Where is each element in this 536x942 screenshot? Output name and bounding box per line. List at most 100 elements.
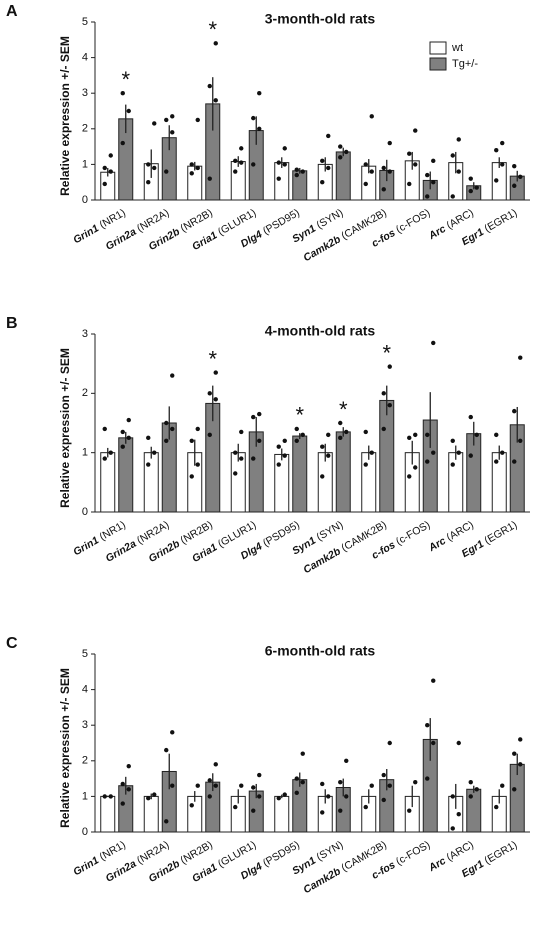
data-point [170, 114, 175, 119]
data-point [239, 146, 244, 151]
data-point [294, 790, 299, 796]
data-point [474, 787, 479, 792]
y-tick-label: 1 [82, 158, 88, 170]
y-tick-label: 5 [82, 16, 88, 28]
bar [361, 452, 377, 513]
data-point [146, 462, 151, 467]
data-point [195, 165, 200, 171]
data-point [407, 474, 412, 479]
data-point [431, 450, 436, 455]
y-tick-label: 0 [82, 826, 88, 838]
data-point [257, 411, 262, 417]
bar [335, 431, 351, 513]
data-point [468, 176, 473, 181]
data-point [500, 140, 505, 146]
data-point [387, 140, 392, 146]
data-point [170, 730, 175, 735]
data-point [425, 776, 430, 781]
data-point [239, 783, 244, 788]
data-point [102, 426, 107, 432]
data-point [468, 779, 473, 785]
data-point [126, 417, 131, 423]
data-point [468, 794, 473, 799]
protein-name: (NR1) [95, 519, 128, 545]
data-point [326, 794, 331, 799]
data-point [494, 432, 499, 438]
data-point [512, 163, 517, 169]
data-point [474, 185, 479, 190]
data-point [120, 444, 125, 449]
data-point [189, 171, 194, 176]
data-point [294, 167, 299, 172]
data-point [251, 414, 256, 420]
data-point [195, 783, 200, 788]
data-point [326, 453, 331, 458]
data-point [320, 180, 325, 185]
data-point [338, 435, 343, 441]
data-point [233, 169, 238, 174]
data-point [494, 147, 499, 153]
data-point [500, 450, 505, 455]
data-point [282, 162, 287, 167]
data-point [152, 450, 157, 455]
data-point [450, 794, 455, 799]
data-point [120, 91, 125, 96]
data-point [320, 781, 325, 787]
data-point [195, 117, 200, 123]
y-tick-label: 1 [82, 790, 88, 802]
data-point [126, 435, 131, 441]
data-point [494, 178, 499, 183]
data-point [387, 403, 392, 408]
data-point [257, 772, 262, 778]
data-point [425, 432, 430, 438]
data-point [338, 779, 343, 785]
data-point [282, 453, 287, 458]
data-point [413, 432, 418, 438]
data-point [494, 804, 499, 810]
data-point [300, 751, 305, 756]
data-point [282, 792, 287, 797]
data-point [369, 169, 374, 174]
data-point [233, 158, 238, 164]
data-point [108, 450, 113, 455]
data-point [381, 797, 386, 803]
data-point [369, 783, 374, 788]
data-point [369, 114, 374, 119]
data-point [195, 426, 200, 432]
data-point [294, 426, 299, 432]
panel-label: B [6, 315, 18, 332]
data-point [207, 794, 212, 799]
data-point [456, 137, 461, 142]
significance-marker: * [208, 17, 217, 42]
significance-marker: * [121, 67, 130, 92]
y-tick-label: 2 [82, 123, 88, 135]
data-point [213, 41, 218, 46]
data-point [381, 772, 386, 778]
data-point [338, 144, 343, 149]
data-point [518, 438, 523, 443]
data-point [233, 450, 238, 455]
data-point [213, 370, 218, 375]
data-point [387, 169, 392, 174]
data-point [276, 160, 281, 165]
data-point [120, 140, 125, 146]
gene-name: Grin2a [103, 225, 138, 252]
data-point [251, 162, 256, 167]
data-point [164, 169, 169, 174]
data-point [207, 778, 212, 783]
data-point [257, 91, 262, 96]
data-point [251, 456, 256, 461]
data-point [512, 787, 517, 792]
bar [274, 453, 290, 513]
data-point [431, 678, 436, 683]
data-point [518, 174, 523, 180]
y-tick-label: 0 [82, 506, 88, 518]
data-point [512, 183, 517, 188]
legend-swatch [429, 41, 447, 55]
data-point [468, 188, 473, 194]
data-point [257, 794, 262, 799]
data-point [170, 783, 175, 788]
data-point [257, 126, 262, 131]
data-point [282, 438, 287, 443]
